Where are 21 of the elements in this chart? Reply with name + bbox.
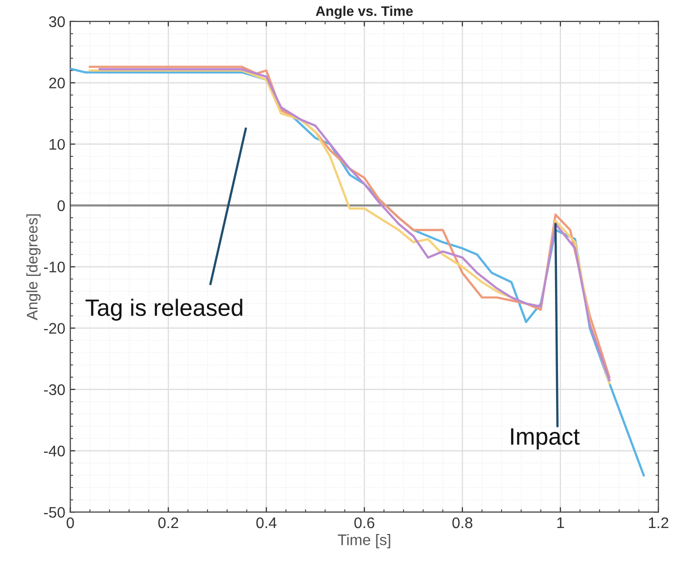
y-tick-label: 20 xyxy=(49,78,65,88)
y-tick-label: 30 xyxy=(49,16,65,28)
x-tick-label: 0.6 xyxy=(354,517,374,528)
x-tick-label: 0.4 xyxy=(256,517,277,528)
y-tick-label: -20 xyxy=(44,322,65,334)
y-tick-label: -10 xyxy=(44,262,65,272)
chart-title: Angle vs. Time xyxy=(316,6,413,19)
y-tick-label: 0 xyxy=(58,200,65,212)
y-tick-label: -50 xyxy=(44,506,65,518)
annotation: Impact xyxy=(511,428,580,450)
y-axis-title: Angle [degrees] xyxy=(26,214,41,320)
x-tick-label: 0.2 xyxy=(158,517,178,528)
x-tick-label: 0.8 xyxy=(452,517,472,528)
x-tick-label: 1.2 xyxy=(648,517,668,528)
y-tick-label: -30 xyxy=(44,384,65,396)
x-tick-label: 1 xyxy=(557,518,564,528)
y-tick-label: 10 xyxy=(50,138,65,150)
y-tick-label: -40 xyxy=(44,446,65,456)
annotation: Tag is released xyxy=(86,298,242,321)
x-tick-label: 0 xyxy=(66,517,74,528)
x-axis-title: Time [s] xyxy=(338,534,390,548)
